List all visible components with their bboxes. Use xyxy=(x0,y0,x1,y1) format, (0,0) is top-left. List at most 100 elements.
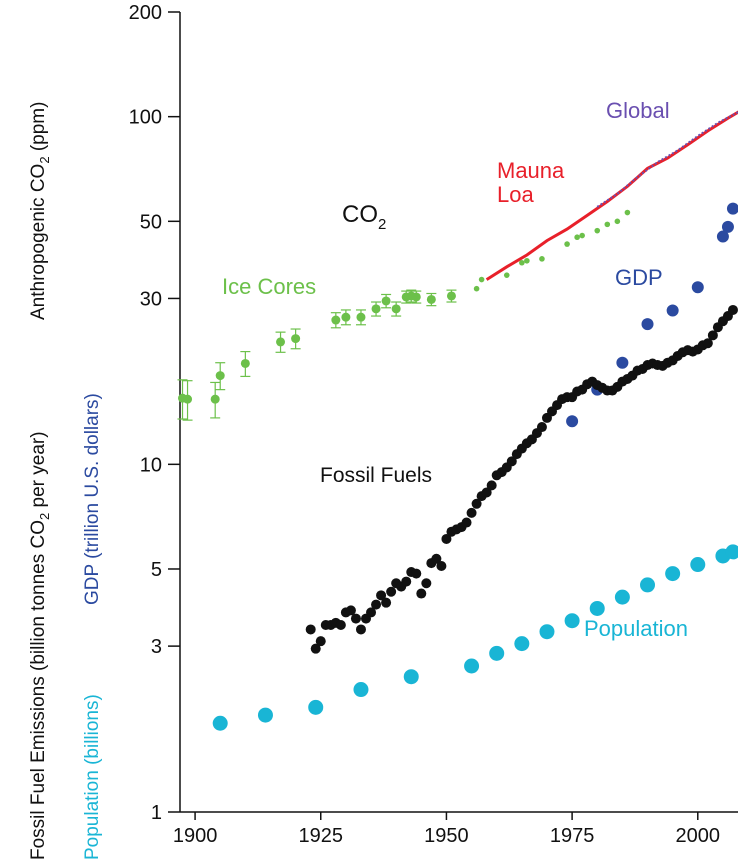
ice-cores-small-point xyxy=(574,234,580,241)
population-point xyxy=(589,600,605,616)
ice-cores-point xyxy=(411,292,421,302)
ice-cores-small-point xyxy=(519,259,525,266)
x-tick-label: 1950 xyxy=(424,825,469,847)
fossil-fuels-point xyxy=(381,597,392,608)
fossil-fuels-point xyxy=(305,624,316,635)
gdp-point xyxy=(616,356,629,369)
fossil-fuels-point xyxy=(376,590,387,601)
population-point xyxy=(212,715,228,731)
population-point xyxy=(403,669,419,685)
y-axis-label-fossil: Fossil Fuel Emissions (billion tonnes CO… xyxy=(28,431,52,860)
y-axis-label-gdp: GDP (trillion U.S. dollars) xyxy=(82,393,103,605)
gdp-point xyxy=(716,230,729,243)
ice-cores-point xyxy=(240,358,250,368)
fossil-fuels-point xyxy=(727,304,738,315)
fossil-fuels-point xyxy=(506,456,517,467)
y-axis-label-fossil-sub: 2 xyxy=(37,513,52,520)
ice-cores-small-point xyxy=(524,257,530,264)
fossil-fuels-point xyxy=(481,487,492,498)
annotation-co2-sub: 2 xyxy=(378,216,386,233)
ticks: 1 3 5 10 30 50 100 200 1900 1925 1950 1975 2000 xyxy=(129,2,720,847)
gdp-point xyxy=(641,318,654,331)
fossil-fuels-point xyxy=(411,568,422,579)
y-axis-labels: Anthropogenic CO2 (ppm) Fossil Fuel Emis… xyxy=(28,102,103,860)
ice-cores-point xyxy=(391,304,401,314)
ice-cores-small-point xyxy=(539,256,545,262)
ice-cores-point xyxy=(183,394,193,404)
y-axis-label-fossil-tail: per year) xyxy=(28,431,49,512)
annotations: CO2 Global Mauna Loa Ice Cores GDP Fossi… xyxy=(222,98,688,641)
fossil-fuels-point xyxy=(350,613,361,624)
fossil-fuels-point xyxy=(371,599,382,610)
ice-cores-point xyxy=(426,294,436,304)
ice-cores-point xyxy=(291,334,301,344)
fossil-fuels-point xyxy=(345,605,356,616)
x-tick-label: 1925 xyxy=(299,825,344,847)
annotation-mauna: Mauna xyxy=(497,158,565,183)
annotation-gdp: GDP xyxy=(615,265,663,290)
population-point xyxy=(464,658,480,674)
y-tick-label: 10 xyxy=(140,454,162,476)
x-tick-label: 2000 xyxy=(676,825,721,847)
fossil-fuels-point xyxy=(466,507,477,518)
ice-cores-small-point xyxy=(564,241,570,247)
annotation-loa: Loa xyxy=(497,182,534,207)
ice-cores-point xyxy=(210,394,220,404)
fossil-fuels-point xyxy=(366,607,377,618)
fossil-fuels-point xyxy=(335,620,346,631)
gdp-point xyxy=(666,304,679,317)
fossil-fuels-point xyxy=(702,338,713,349)
ice-cores-point xyxy=(341,312,351,322)
ice-cores-small-point xyxy=(614,218,621,225)
x-tick-label: 1975 xyxy=(550,825,595,847)
population-point xyxy=(489,645,505,661)
fossil-fuels-point xyxy=(315,636,326,647)
fossil-fuels-point xyxy=(536,422,547,433)
y-axis-label-fossil-main: Fossil Fuel Emissions (billion tonnes CO xyxy=(28,520,49,860)
ice-cores-small-point xyxy=(503,272,510,278)
annotation-population: Population xyxy=(584,616,688,641)
y-axis-label-co2: Anthropogenic CO2 (ppm) xyxy=(28,102,52,320)
gdp-point xyxy=(691,281,704,294)
ice-cores-point xyxy=(215,371,225,381)
annotation-global: Global xyxy=(606,98,670,123)
fossil-fuels-point xyxy=(401,576,412,587)
population-point xyxy=(353,682,369,698)
population-point xyxy=(614,589,630,605)
ice-cores-point xyxy=(331,315,341,325)
y-tick-label: 50 xyxy=(140,211,162,233)
mauna-loa-line xyxy=(485,110,738,281)
gdp-point xyxy=(721,220,734,233)
axes xyxy=(179,12,738,813)
y-tick-label: 30 xyxy=(140,288,162,310)
annotation-co2-main: CO xyxy=(342,201,378,228)
fossil-fuels-point xyxy=(436,560,447,571)
fossil-fuels-point xyxy=(416,588,427,599)
fossil-fuels-point xyxy=(486,480,497,491)
annotation-co2: CO2 xyxy=(342,201,386,233)
annotation-ice-cores: Ice Cores xyxy=(222,274,316,299)
ice-cores-small-point xyxy=(594,227,601,234)
ice-cores-small-point xyxy=(473,285,480,292)
y-tick-label: 3 xyxy=(151,636,162,658)
ice-cores-point xyxy=(356,312,366,322)
population-point xyxy=(665,566,681,582)
gdp-point xyxy=(726,202,738,215)
population-point xyxy=(564,613,580,629)
annotation-fossil-fuels: Fossil Fuels xyxy=(320,464,432,487)
y-tick-label: 200 xyxy=(129,2,162,24)
series-layer xyxy=(177,110,738,731)
ice-cores-point xyxy=(371,304,381,314)
population-point xyxy=(539,624,555,640)
population-point xyxy=(308,699,324,715)
fossil-fuels-point xyxy=(421,578,432,589)
gdp-point xyxy=(566,415,579,428)
population-point xyxy=(640,577,656,593)
fossil-fuels-point xyxy=(441,533,452,544)
y-axis-label-co2-sub: 2 xyxy=(37,156,52,163)
global-line xyxy=(596,111,738,208)
y-axis-label-co2-main: Anthropogenic CO xyxy=(28,164,49,320)
ice-cores-small-point xyxy=(579,232,585,239)
fossil-fuels-point xyxy=(471,498,482,509)
fossil-fuels-point xyxy=(431,553,442,564)
